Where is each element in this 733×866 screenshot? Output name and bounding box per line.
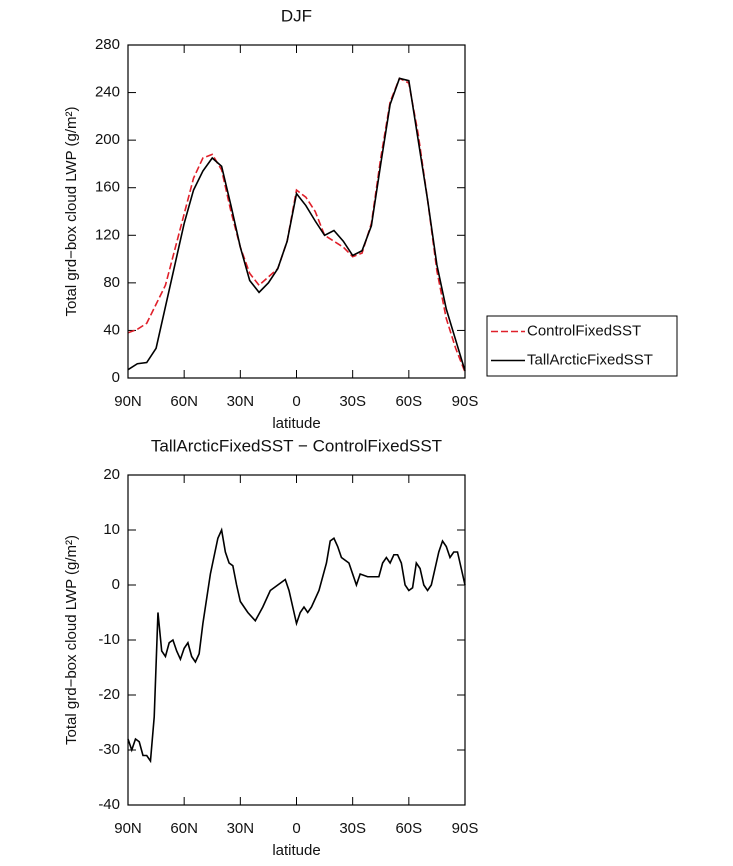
x-tick-label: 90S — [452, 393, 479, 410]
legend-label: TallArcticFixedSST — [527, 351, 653, 368]
x-tick-label: 60N — [170, 393, 198, 410]
x-tick-label: 90N — [114, 393, 142, 410]
data-line — [127, 77, 466, 373]
y-tick-label: -10 — [98, 631, 120, 648]
chart-title: DJF — [281, 6, 312, 25]
y-tick-label: 80 — [103, 274, 120, 291]
y-tick-label: -20 — [98, 686, 120, 703]
y-tick-label: 120 — [95, 226, 120, 243]
y-tick-label: -40 — [98, 796, 120, 813]
x-tick-label: 90S — [452, 820, 479, 837]
x-tick-label: 30S — [339, 820, 366, 837]
y-tick-label: 280 — [95, 36, 120, 53]
chart-title: TallArcticFixedSST − ControlFixedSST — [151, 436, 442, 455]
y-tick-label: 10 — [103, 521, 120, 538]
x-tick-label: 90N — [114, 820, 142, 837]
y-tick-label: 200 — [95, 131, 120, 148]
x-axis-label: latitude — [272, 415, 320, 432]
x-tick-label: 30N — [227, 393, 255, 410]
y-tick-label: 0 — [112, 576, 120, 593]
y-tick-label: 20 — [103, 466, 120, 483]
data-line — [127, 527, 466, 764]
data-line — [127, 77, 466, 372]
y-axis-label: Total grd−box cloud LWP (g/m²) — [63, 107, 80, 317]
y-tick-label: -30 — [98, 741, 120, 758]
y-tick-label: 0 — [112, 369, 120, 386]
x-tick-label: 60S — [395, 820, 422, 837]
y-tick-label: 240 — [95, 84, 120, 101]
y-tick-label: 160 — [95, 179, 120, 196]
x-axis-label: latitude — [272, 842, 320, 859]
legend-label: ControlFixedSST — [527, 322, 641, 339]
legend-box — [486, 315, 678, 377]
x-tick-label: 0 — [292, 393, 300, 410]
x-tick-label: 30S — [339, 393, 366, 410]
x-tick-label: 0 — [292, 820, 300, 837]
y-axis-label: Total grd−box cloud LWP (g/m²) — [63, 535, 80, 745]
plot-frame — [127, 474, 466, 806]
x-tick-label: 60N — [170, 820, 198, 837]
x-tick-label: 60S — [395, 393, 422, 410]
y-tick-label: 40 — [103, 321, 120, 338]
x-tick-label: 30N — [227, 820, 255, 837]
plot-frame — [127, 44, 466, 379]
